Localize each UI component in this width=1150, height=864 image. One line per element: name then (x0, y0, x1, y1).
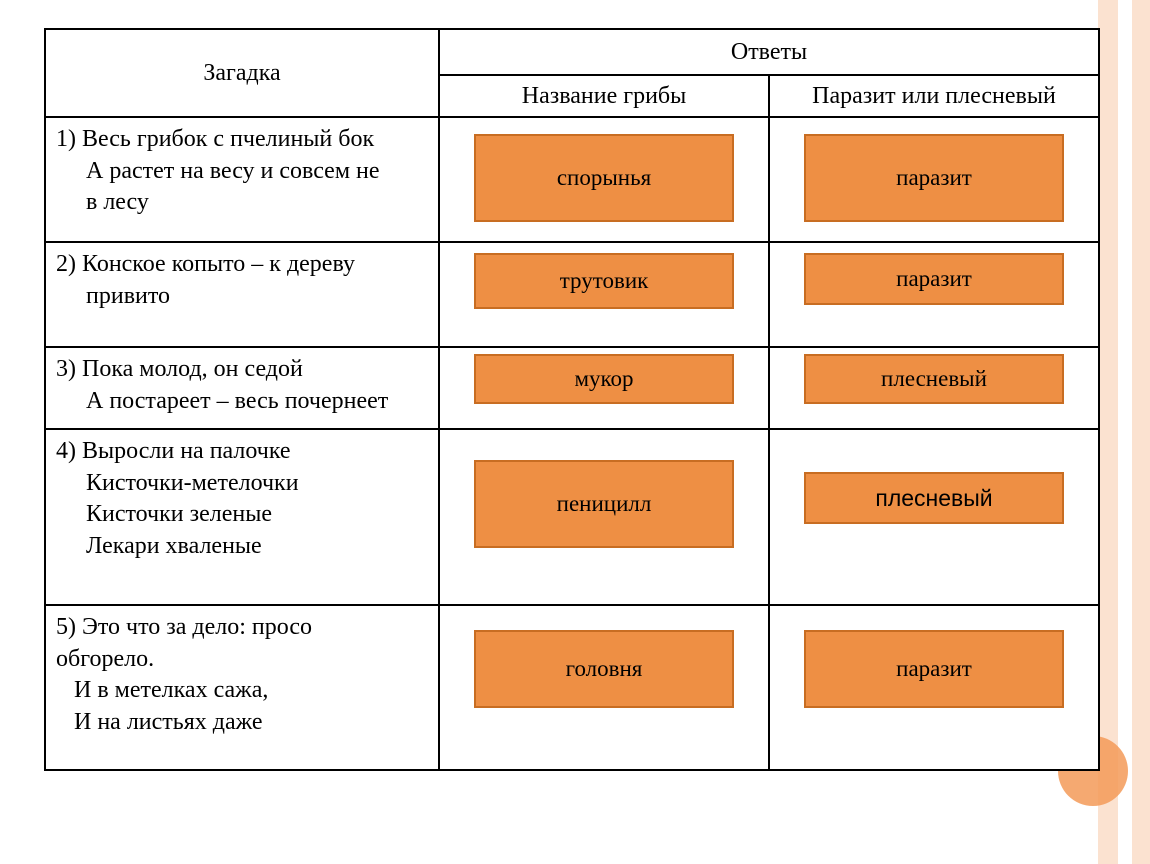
riddle-cell-5: 5) Это что за дело: просо обгорело. И в … (45, 605, 439, 770)
answer-type-3: плесневый (804, 354, 1064, 404)
decor-stripe-1 (1132, 0, 1150, 864)
answer-name-1: спорынья (474, 134, 734, 222)
decor-stripe-2 (1118, 0, 1132, 864)
riddle-cell-2: 2) Конское копыто – к дереву привито (45, 242, 439, 347)
riddle-table: Загадка Ответы Название грибы Паразит ил… (44, 28, 1100, 771)
answer-name-3: мукор (474, 354, 734, 404)
header-riddle: Загадка (45, 29, 439, 117)
answer-type-5: паразит (804, 630, 1064, 708)
header-type: Паразит или плесневый (769, 75, 1099, 117)
answer-name-2: трутовик (474, 253, 734, 309)
answer-type-cell-1: паразит (769, 117, 1099, 242)
answer-type-4: плесневый (804, 472, 1064, 524)
header-answers: Ответы (439, 29, 1099, 75)
answer-type-cell-3: плесневый (769, 347, 1099, 429)
answer-type-2: паразит (804, 253, 1064, 305)
answer-type-cell-4: плесневый (769, 429, 1099, 605)
answer-name-cell-2: трутовик (439, 242, 769, 347)
answer-type-cell-2: паразит (769, 242, 1099, 347)
answer-name-cell-4: пеницилл (439, 429, 769, 605)
answer-type-1: паразит (804, 134, 1064, 222)
answer-name-4: пеницилл (474, 460, 734, 548)
decor-stripe-3 (1098, 0, 1118, 864)
answer-name-cell-1: спорынья (439, 117, 769, 242)
riddle-cell-4: 4) Выросли на палочке Кисточки-метелочки… (45, 429, 439, 605)
answer-name-cell-3: мукор (439, 347, 769, 429)
riddle-cell-1: 1) Весь грибок с пчелиный бок А растет н… (45, 117, 439, 242)
riddle-cell-3: 3) Пока молод, он седой А постареет – ве… (45, 347, 439, 429)
answer-name-5: головня (474, 630, 734, 708)
answer-name-cell-5: головня (439, 605, 769, 770)
header-name: Название грибы (439, 75, 769, 117)
answer-type-cell-5: паразит (769, 605, 1099, 770)
